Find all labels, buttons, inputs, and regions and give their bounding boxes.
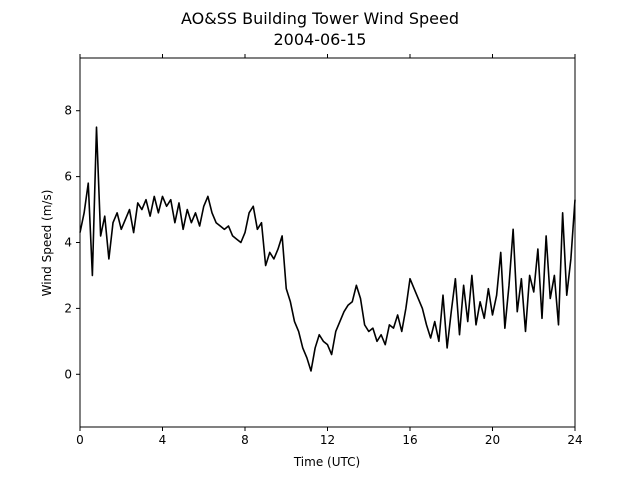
x-tick-label: 8: [241, 433, 249, 447]
x-tick-label: 0: [76, 433, 84, 447]
plot-frame: [79, 57, 576, 428]
y-tick-label: 6: [64, 170, 72, 184]
x-tick-label: 16: [402, 433, 417, 447]
x-tick-label: 20: [485, 433, 500, 447]
y-tick-label: 8: [64, 104, 72, 118]
data-line: [79, 126, 576, 372]
y-tick-label: 4: [64, 236, 72, 250]
x-tick-label: 12: [320, 433, 335, 447]
x-axis-label: Time (UTC): [293, 455, 360, 469]
chart-subtitle: 2004-06-15: [274, 30, 367, 49]
x-tick-label: 24: [567, 433, 582, 447]
x-tick-label: 4: [159, 433, 167, 447]
chart-title: AO&SS Building Tower Wind Speed: [181, 9, 459, 28]
y-tick-label: 2: [64, 301, 72, 315]
y-tick-label: 0: [64, 367, 72, 381]
y-axis-label: Wind Speed (m/s): [40, 190, 54, 297]
